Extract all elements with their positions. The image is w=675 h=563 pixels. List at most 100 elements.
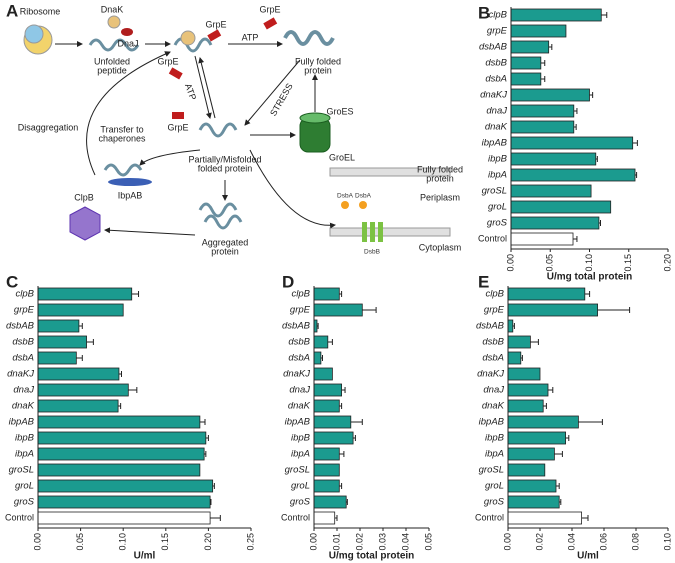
dsba-icon xyxy=(341,201,349,209)
category-label: ibpB xyxy=(488,154,508,165)
diagram-label: GroEL xyxy=(329,152,355,162)
category-label: groSL xyxy=(285,465,310,476)
category-label: dsbB xyxy=(12,337,34,348)
category-label: dsbAB xyxy=(282,321,311,332)
category-label: groL xyxy=(15,481,34,492)
diagram-label: IbpAB xyxy=(118,190,143,200)
category-label: dsbA xyxy=(482,353,504,364)
x-tick-label: 0.01 xyxy=(331,533,341,551)
x-tick-label: 0.05 xyxy=(75,533,85,551)
diagram-label: GroES xyxy=(326,106,353,116)
bar xyxy=(313,415,352,429)
x-tick-label: 0.15 xyxy=(623,254,633,272)
category-label: ibpAB xyxy=(9,417,35,428)
x-tick-label: 0.10 xyxy=(662,533,672,551)
arrow xyxy=(198,57,216,119)
panel-label: D xyxy=(282,272,294,291)
bar xyxy=(510,40,550,54)
category-label: grpE xyxy=(487,26,508,37)
dsbb-icon xyxy=(362,222,367,242)
bar xyxy=(37,383,129,397)
bar xyxy=(313,351,322,365)
aggregate xyxy=(198,202,243,230)
category-label: ibpA xyxy=(488,170,507,181)
category-label: dnaKJ xyxy=(7,369,34,380)
bar xyxy=(507,463,546,477)
category-label: dnaKJ xyxy=(480,90,507,101)
category-label: dsbAB xyxy=(479,42,508,53)
bar xyxy=(510,200,612,214)
category-label: dsbB xyxy=(482,337,504,348)
category-label: groL xyxy=(488,202,507,213)
category-label: ibpA xyxy=(291,449,310,460)
helix xyxy=(283,30,335,46)
bar xyxy=(510,104,575,118)
bar xyxy=(507,415,579,429)
dnaj-icon xyxy=(121,28,133,36)
bar xyxy=(37,495,211,509)
helix xyxy=(103,163,143,177)
bar xyxy=(510,136,634,150)
x-axis-label: U/mg total protein xyxy=(547,272,633,283)
bar xyxy=(37,303,124,317)
category-label: ibpA xyxy=(15,449,34,460)
category-label: grpE xyxy=(484,305,505,316)
bar xyxy=(313,335,329,349)
x-axis-label: U/ml xyxy=(134,551,156,562)
bar xyxy=(507,303,598,317)
arrow xyxy=(249,149,336,229)
bar xyxy=(37,367,120,381)
x-tick-label: 0.15 xyxy=(160,533,170,551)
diagram-label: GrpE xyxy=(259,4,280,14)
bar xyxy=(510,8,602,22)
bar xyxy=(313,367,333,381)
category-label: dsbAB xyxy=(6,321,35,332)
x-tick-label: 0.04 xyxy=(400,533,410,551)
grpe-icon xyxy=(172,112,184,119)
bar xyxy=(313,511,336,525)
x-tick-label: 0.08 xyxy=(630,533,640,551)
panel-label: A xyxy=(6,1,18,20)
bar xyxy=(37,479,214,493)
diagram-label: folded protein xyxy=(198,163,253,173)
dnak-icon xyxy=(107,15,121,29)
bar xyxy=(507,447,555,461)
category-label: groSL xyxy=(482,186,507,197)
category-label: clpB xyxy=(16,289,35,300)
bar xyxy=(313,383,343,397)
category-label: dnaK xyxy=(288,401,311,412)
groes-icon xyxy=(299,112,331,124)
x-tick-label: 0.20 xyxy=(203,533,213,551)
category-label: dsbA xyxy=(485,74,507,85)
x-tick-label: 0.20 xyxy=(662,254,672,272)
category-label: dnaK xyxy=(485,122,508,133)
category-label: ibpB xyxy=(485,433,505,444)
category-label: clpB xyxy=(489,10,508,21)
arrow xyxy=(104,227,196,236)
bar xyxy=(510,72,542,86)
panel-label: B xyxy=(478,3,490,22)
x-tick-label: 0.00 xyxy=(505,254,515,272)
arrow xyxy=(86,51,171,176)
diagram-label: ATP xyxy=(242,32,259,42)
bar xyxy=(37,319,80,333)
bar xyxy=(507,431,566,445)
category-label: groS xyxy=(290,497,311,508)
category-label: groSL xyxy=(9,465,34,476)
bar xyxy=(313,303,363,317)
dnak-icon xyxy=(180,30,196,46)
category-label: clpB xyxy=(292,289,311,300)
bar xyxy=(313,287,340,301)
diagram-label: Fully folded xyxy=(295,56,341,66)
bar xyxy=(510,168,636,182)
category-label: dsbA xyxy=(288,353,310,364)
diagram-label: DsbB xyxy=(364,249,380,256)
category-label: groS xyxy=(487,218,508,229)
bar xyxy=(313,495,347,509)
bar xyxy=(313,447,340,461)
x-tick-label: 0.10 xyxy=(118,533,128,551)
grpe-icon xyxy=(168,67,183,80)
bar xyxy=(510,152,597,166)
diagram-label: DnaK xyxy=(101,4,124,14)
category-label: clpB xyxy=(486,289,505,300)
